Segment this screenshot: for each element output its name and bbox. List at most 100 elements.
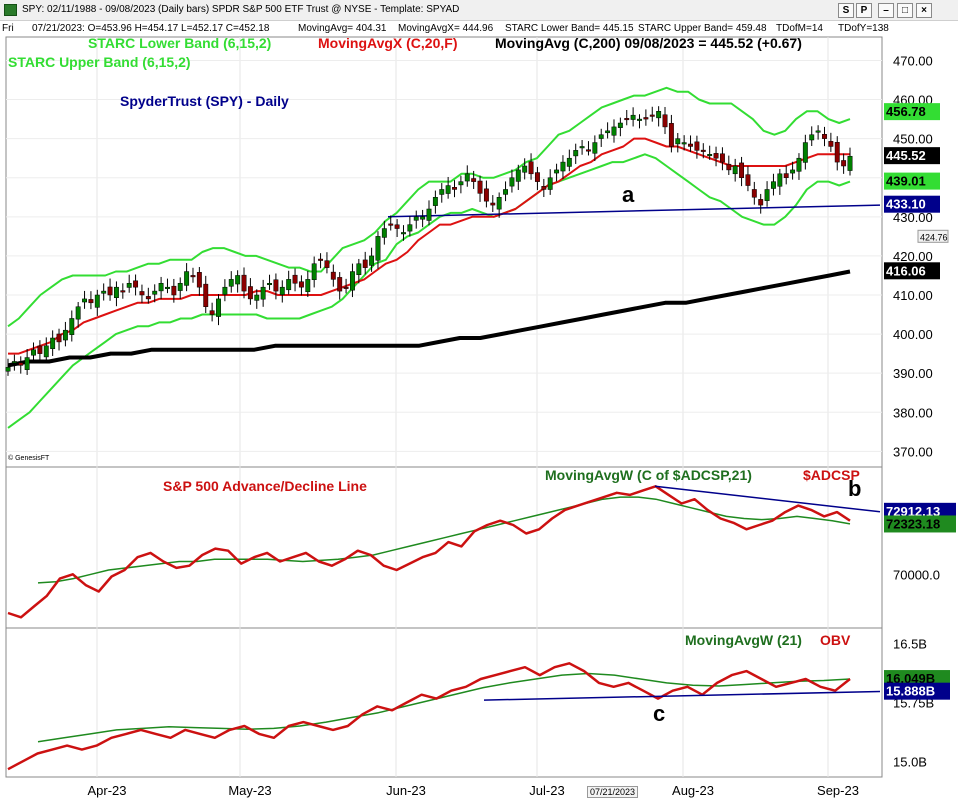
obv-trendline — [483, 690, 881, 701]
candle-body — [483, 188, 489, 202]
price-tick-label: 430.00 — [893, 210, 933, 225]
app-icon — [4, 4, 17, 16]
candle-body — [260, 286, 266, 300]
candle-body — [528, 161, 534, 175]
tag-trendline-bg — [884, 195, 940, 213]
candle-body — [777, 173, 783, 187]
candle-body — [796, 157, 802, 172]
info-tdoy: TDofY=138 — [838, 23, 889, 34]
copyright: © GenesisFT — [8, 455, 50, 462]
maximize-button[interactable]: □ — [897, 3, 913, 18]
candle-body — [375, 236, 381, 261]
candle-body — [31, 349, 36, 356]
minimize-button[interactable]: – — [878, 3, 894, 18]
candle-body — [668, 123, 674, 147]
candle-body — [62, 329, 68, 341]
cursor-date-tag: 07/21/2023 — [587, 786, 639, 798]
x-tick-label: Jun-23 — [386, 783, 426, 798]
tag-starc-lower: 439.01 — [886, 174, 926, 189]
tag-obv-ma: 16.049B — [886, 671, 935, 686]
candle-body — [758, 199, 764, 206]
candle-body — [145, 296, 151, 300]
obv-tick-label: 15.0B — [893, 754, 927, 769]
candle-body — [624, 118, 630, 121]
candle-body — [847, 155, 853, 171]
tag-trendline: 433.10 — [886, 197, 926, 212]
price-tick-label: 410.00 — [893, 288, 933, 303]
support-trendline — [387, 204, 881, 218]
annotation-a: a — [622, 182, 635, 207]
candle-body — [184, 271, 190, 286]
candle-body — [719, 153, 725, 163]
candle-body — [228, 279, 234, 287]
candle-body — [534, 172, 540, 182]
candle-body — [24, 357, 30, 370]
candle-body — [343, 286, 349, 289]
tag-small: 424.76 — [920, 232, 948, 242]
candle-body — [120, 290, 126, 293]
candle-body — [203, 283, 209, 307]
legend-mavg: MovingAvg (C,200) 09/08/2023 = 445.52 (+… — [495, 35, 802, 51]
candle-body — [637, 118, 642, 121]
candle-body — [350, 271, 355, 291]
candle-body — [292, 274, 298, 284]
candle-body — [707, 154, 713, 157]
candle-body — [713, 153, 719, 159]
ema20-line — [8, 137, 850, 355]
s-button[interactable]: S — [838, 3, 854, 18]
candle-body — [458, 181, 464, 186]
candle-body — [541, 186, 547, 190]
tag-obv-trend: 15.888B — [886, 684, 935, 699]
candle-body — [439, 189, 445, 195]
candle-body — [286, 279, 292, 291]
legend-obv-ma: MovingAvgW (21) — [685, 632, 802, 648]
ad-ma-line — [37, 496, 851, 584]
obv-tick-label: 16.5B — [893, 637, 927, 652]
price-tick-label: 420.00 — [893, 249, 933, 264]
candle-body — [311, 263, 317, 280]
candle-body — [783, 173, 789, 178]
window-title: SPY: 02/11/1988 - 09/08/2023 (Daily bars… — [22, 4, 460, 15]
candle-body — [828, 141, 834, 147]
close-button[interactable]: × — [916, 3, 932, 18]
candle-body — [401, 232, 406, 235]
candle-body — [43, 345, 49, 358]
candle-body — [611, 126, 617, 136]
candle-body — [586, 149, 591, 152]
candle-body — [407, 224, 413, 232]
tag-ad-ma-bg — [884, 515, 956, 533]
candle-body — [496, 197, 502, 210]
candle-body — [554, 169, 560, 174]
starc-upper-line — [7, 86, 851, 328]
price-tick-label: 470.00 — [893, 53, 933, 68]
candle-body — [579, 146, 585, 149]
candle-body — [592, 142, 598, 154]
legend-mavgx: MovingAvgX (C,20,F) — [318, 35, 458, 51]
candle-body — [452, 187, 457, 190]
x-tick-label: Aug-23 — [672, 783, 714, 798]
x-tick-label: May-23 — [228, 783, 271, 798]
tag-ad-trend: 72912.13 — [886, 504, 940, 519]
candle-body — [273, 279, 279, 292]
candle-body — [726, 163, 732, 171]
candle-body — [107, 286, 113, 296]
candle-body — [630, 114, 636, 120]
candle-body — [126, 283, 132, 288]
info-ohlc: 07/21/2023: O=453.96 H=454.17 L=452.17 C… — [32, 23, 270, 34]
candle-body — [809, 134, 815, 141]
candle-body — [515, 169, 521, 182]
candle-body — [254, 294, 260, 301]
candle-body — [5, 367, 11, 372]
legend-starc-lower: STARC Lower Band (6,15,2) — [88, 35, 272, 51]
info-starc-upper: STARC Upper Band= 459.48 — [638, 23, 767, 34]
info-day: Fri — [2, 23, 14, 34]
candle-body — [732, 165, 738, 175]
info-ma200: MovingAvg= 404.31 — [298, 23, 387, 34]
p-button[interactable]: P — [856, 3, 872, 18]
candle-body — [649, 114, 655, 117]
candle-body — [241, 274, 247, 292]
legend-ad-sym: $ADCSP — [803, 467, 860, 483]
candle-body — [802, 142, 808, 163]
candle-body — [190, 275, 196, 278]
